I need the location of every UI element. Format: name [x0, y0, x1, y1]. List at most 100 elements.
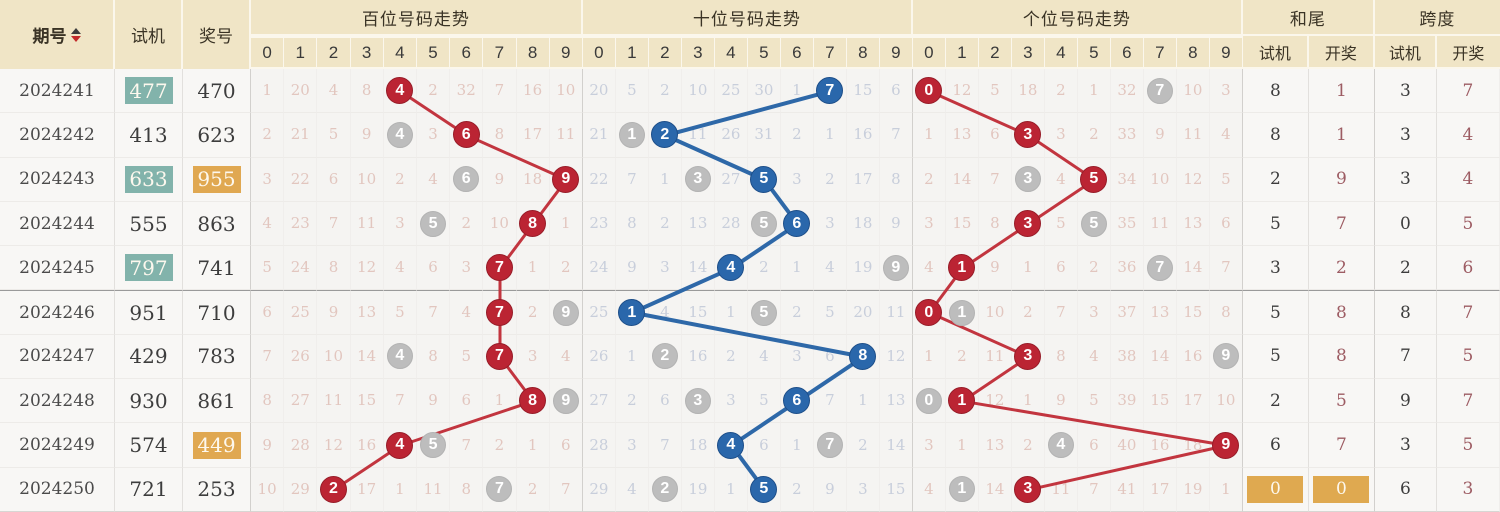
- trend-cell: 2: [1044, 69, 1078, 114]
- test-number-cell: 555: [115, 201, 183, 247]
- miss-count: 2: [726, 346, 736, 365]
- trend-cell: 15: [879, 467, 913, 512]
- trend-cell: 6: [549, 423, 583, 468]
- miss-count: 28: [290, 435, 310, 454]
- miss-count: 27: [721, 169, 741, 188]
- win-ball: 1: [948, 254, 976, 282]
- trend-cell: 10: [681, 69, 715, 114]
- digit-header: 9: [549, 36, 583, 69]
- trend-cell: 5: [747, 379, 781, 424]
- trend-cell: 7: [615, 157, 649, 202]
- trend-cell: 2: [1077, 113, 1111, 158]
- hewei-test-value: 5: [1269, 302, 1281, 323]
- trend-cell: 3: [1011, 201, 1045, 247]
- miss-count: 14: [952, 169, 972, 188]
- miss-count: 2: [627, 391, 637, 410]
- test-number-value: 574: [129, 433, 168, 458]
- trend-cell: 2: [1011, 290, 1045, 335]
- miss-count: 4: [461, 303, 471, 322]
- miss-count: 16: [688, 346, 708, 365]
- trend-cell: 14: [350, 334, 384, 380]
- test-ball: 7: [486, 476, 513, 503]
- miss-count: 2: [395, 169, 405, 188]
- miss-count: 8: [461, 479, 471, 498]
- digit-header: 0: [912, 36, 946, 69]
- hewei-open-value: 2: [1335, 257, 1347, 278]
- miss-count: 16: [1183, 346, 1203, 365]
- kuadu-open-cell: 7: [1436, 69, 1500, 114]
- trend-cell: 9: [1209, 423, 1243, 468]
- kuadu-test-value: 7: [1399, 346, 1411, 367]
- trend-cell: 1: [813, 113, 847, 158]
- trend-cell: 6: [317, 157, 351, 202]
- trend-cell: 1: [1011, 379, 1045, 424]
- kuadu-test-cell: 6: [1374, 467, 1437, 512]
- miss-count: 34: [1117, 169, 1137, 188]
- period-cell: 2024244: [0, 201, 115, 247]
- trend-cell: 2: [516, 467, 550, 512]
- hewei-test-value: 8: [1269, 80, 1281, 101]
- period-sort-header[interactable]: 期号: [0, 0, 115, 69]
- test-ball: 4: [1047, 432, 1074, 459]
- miss-count: 15: [1150, 391, 1170, 410]
- miss-count: 1: [825, 125, 835, 144]
- trend-cell: 9: [549, 157, 583, 202]
- miss-count: 7: [262, 346, 272, 365]
- trend-cell: 22: [284, 157, 318, 202]
- win-ball: 4: [717, 254, 745, 282]
- test-number-cell: 477: [115, 69, 183, 114]
- trend-cell: 1: [780, 69, 814, 114]
- trend-cell: 2: [780, 467, 814, 512]
- miss-count: 5: [461, 346, 471, 365]
- trend-cell: 5: [1077, 379, 1111, 424]
- kuadu-test-value: 9: [1399, 390, 1411, 411]
- miss-count: 7: [428, 303, 438, 322]
- trend-cell: 1: [549, 201, 583, 247]
- trend-cell: 13: [350, 290, 384, 335]
- section-header-span: 跨度: [1374, 0, 1500, 36]
- trend-cell: 1: [714, 290, 748, 335]
- test-ball: 1: [948, 476, 975, 503]
- win-ball: 9: [1212, 431, 1240, 459]
- miss-count: 4: [924, 479, 934, 498]
- trend-cell: 4: [450, 290, 484, 335]
- trend-cell: 10: [549, 69, 583, 114]
- period-value: 2024241: [19, 80, 95, 101]
- trend-cell: 3: [1011, 334, 1045, 380]
- digit-header: 7: [813, 36, 847, 69]
- trend-cell: 4: [912, 467, 946, 512]
- miss-count: 2: [1056, 81, 1066, 100]
- miss-count: 5: [1056, 214, 1066, 233]
- trend-cell: 2: [1077, 246, 1111, 291]
- miss-count: 7: [627, 169, 637, 188]
- prize-number-cell: 741: [183, 246, 251, 291]
- trend-cell: 37: [1110, 290, 1144, 335]
- miss-count: 24: [589, 258, 609, 277]
- win-ball: 3: [1014, 475, 1042, 503]
- test-number-cell: 797: [115, 246, 183, 291]
- win-ball: 4: [717, 431, 745, 459]
- kuadu-test-value: 3: [1399, 124, 1411, 145]
- miss-count: 20: [290, 81, 310, 100]
- kuadu-open-value: 4: [1462, 169, 1474, 190]
- trend-cell: 3: [813, 201, 847, 247]
- trend-cell: 4: [813, 246, 847, 291]
- miss-count: 12: [952, 81, 972, 100]
- miss-count: 6: [428, 258, 438, 277]
- trend-cell: 6: [780, 379, 814, 424]
- hewei-test-cell: 6: [1242, 423, 1309, 468]
- miss-count: 2: [1089, 258, 1099, 277]
- miss-count: 13: [1150, 303, 1170, 322]
- trend-cell: 7: [648, 423, 682, 468]
- trend-cell: 4: [383, 246, 417, 291]
- kuadu-open-cell: 7: [1436, 379, 1500, 424]
- digit-header: 6: [780, 36, 814, 69]
- trend-cell: 18: [846, 201, 880, 247]
- trend-cell: 24: [582, 246, 616, 291]
- trend-cell: 9: [1044, 379, 1078, 424]
- prize-number-cell: 623: [183, 113, 251, 158]
- digit-header: 0: [582, 36, 616, 69]
- miss-count: 24: [290, 258, 310, 277]
- miss-count: 10: [323, 346, 344, 365]
- trend-cell: 7: [1143, 246, 1177, 291]
